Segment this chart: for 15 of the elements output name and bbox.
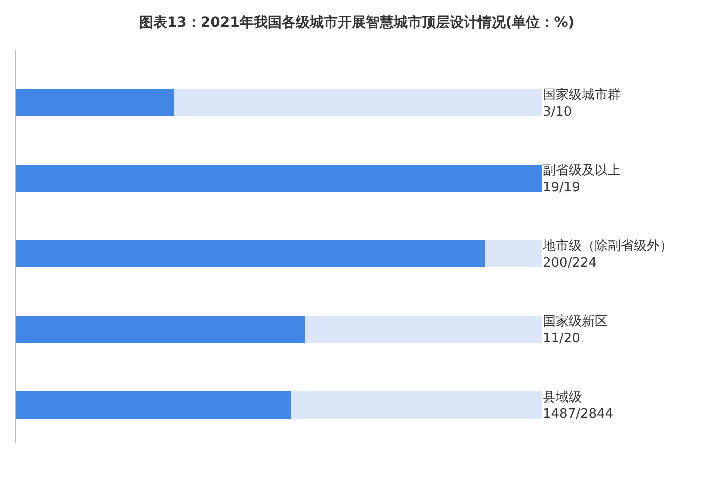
bar — [305, 316, 542, 344]
bar — [16, 316, 306, 344]
y-tick-label: 国家级城市群 3/10 — [543, 87, 621, 120]
y-tick-label: 副省级及以上 19/19 — [543, 164, 621, 196]
chart-title: 图表13：2021年我国各级城市开展智慧城市顶层设计情况(单位：%) — [139, 14, 575, 32]
bar — [174, 89, 542, 117]
y-tick-label: 国家级新区 11/20 — [543, 314, 608, 347]
bar — [16, 240, 486, 268]
bar — [16, 89, 174, 117]
bar — [16, 164, 542, 192]
y-tick-label: 地市级（除副省级外） 200/224 — [542, 239, 673, 272]
bar — [291, 392, 542, 419]
bar — [16, 392, 292, 419]
y-tick-label: 县域级 1487/2844 — [543, 390, 614, 422]
bar — [486, 240, 542, 268]
